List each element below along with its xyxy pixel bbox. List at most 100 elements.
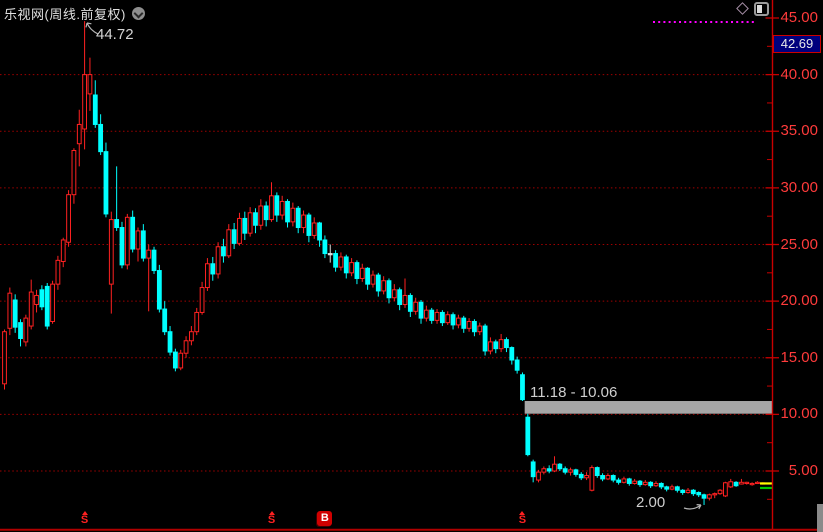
- candle: [450, 314, 456, 326]
- candle: [34, 294, 39, 306]
- candle: [680, 489, 686, 494]
- candle: [172, 351, 178, 369]
- marker-glyph: S: [80, 514, 89, 526]
- candle: [98, 123, 104, 153]
- candle: [274, 195, 280, 216]
- candle: [461, 317, 467, 329]
- candle: [648, 481, 654, 487]
- candle: [669, 486, 675, 490]
- candle: [594, 467, 600, 477]
- candle: [162, 308, 168, 333]
- marker-ex-rights[interactable]: S: [266, 511, 278, 526]
- candle: [322, 239, 328, 255]
- chart-header: 乐视网(周线.前复权): [4, 4, 145, 23]
- candle: [183, 340, 189, 354]
- candle: [514, 359, 520, 371]
- candle: [55, 259, 61, 285]
- candle: [456, 317, 461, 326]
- candle: [568, 469, 573, 473]
- candle: [167, 331, 173, 353]
- candle: [429, 309, 435, 321]
- candle: [290, 207, 296, 223]
- candle: [546, 468, 552, 472]
- candle: [589, 467, 595, 491]
- panel-toggle-icon[interactable]: [754, 2, 769, 16]
- candle: [194, 311, 200, 333]
- marker-ex-rights[interactable]: S: [516, 511, 528, 526]
- candle: [338, 256, 344, 268]
- candle: [140, 230, 146, 259]
- candle: [39, 289, 45, 308]
- candle: [12, 299, 18, 328]
- candle: [124, 216, 130, 266]
- candle: [658, 482, 664, 488]
- candle: [706, 494, 712, 499]
- candle: [391, 289, 397, 299]
- candle: [739, 481, 744, 485]
- chevron-down-icon[interactable]: [131, 7, 145, 20]
- candle: [749, 482, 755, 486]
- y-axis-label: 45.00: [780, 9, 818, 26]
- candle: [642, 481, 648, 486]
- scrollbar-corner[interactable]: [817, 504, 823, 532]
- candle: [600, 475, 605, 480]
- candle: [504, 339, 509, 349]
- candle: [108, 219, 114, 285]
- candle: [733, 481, 739, 487]
- candle: [279, 200, 285, 216]
- candle: [135, 230, 141, 250]
- candle: [573, 469, 579, 475]
- candle: [317, 222, 322, 241]
- candle: [178, 352, 184, 369]
- candle: [530, 461, 536, 478]
- candle: [557, 463, 563, 470]
- candle: [466, 321, 472, 329]
- peak-price-label: 44.72: [96, 26, 134, 44]
- candle: [605, 475, 611, 480]
- candles-layer: [2, 21, 766, 505]
- marker-ex-rights[interactable]: S: [79, 511, 91, 526]
- candle: [333, 253, 338, 268]
- candle: [301, 214, 306, 229]
- candle: [226, 229, 232, 257]
- candle: [28, 291, 34, 327]
- candle: [365, 267, 371, 285]
- gap-zone-bar: [524, 401, 773, 414]
- candle: [552, 463, 557, 472]
- candle: [285, 200, 290, 223]
- candle: [151, 249, 157, 272]
- candle: [119, 227, 125, 266]
- candle: [632, 480, 638, 484]
- candle: [269, 195, 274, 221]
- candle: [610, 475, 616, 481]
- candle: [584, 475, 589, 479]
- candle: [210, 263, 216, 275]
- candle: [413, 301, 419, 312]
- y-axis-label: 30.00: [780, 178, 818, 196]
- candle: [189, 331, 194, 342]
- candle: [92, 94, 98, 125]
- last-price-badge: 42.69: [773, 35, 821, 54]
- candle: [50, 283, 55, 323]
- candle: [375, 274, 381, 292]
- candle: [381, 280, 387, 292]
- caret-up-icon: [81, 511, 88, 515]
- peak-arrow: [85, 22, 99, 35]
- candle: [253, 212, 258, 226]
- candle: [472, 321, 477, 333]
- candle: [525, 416, 531, 456]
- candle: [434, 311, 440, 321]
- candle: [690, 489, 696, 495]
- marker-buy[interactable]: B: [317, 511, 333, 526]
- candle: [664, 486, 670, 490]
- chart-title: 乐视网(周线.前复权): [4, 7, 126, 22]
- candle: [536, 471, 541, 481]
- candle: [723, 482, 728, 497]
- caret-up-icon: [268, 511, 275, 515]
- candle: [130, 216, 136, 250]
- y-axis-label: 20.00: [780, 292, 818, 310]
- candle: [578, 473, 584, 479]
- candle: [423, 309, 429, 319]
